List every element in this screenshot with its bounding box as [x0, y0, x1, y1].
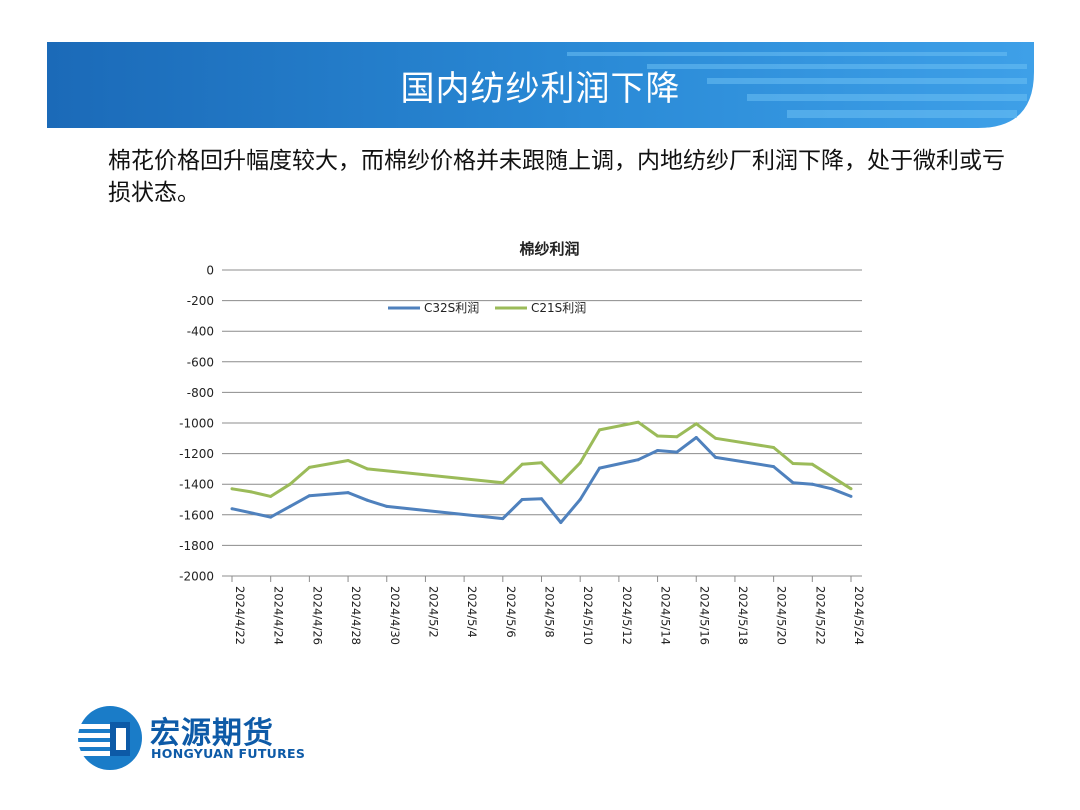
series-line-2 [231, 420, 852, 498]
data-point [714, 455, 718, 459]
brand-name-en: HONGYUAN FUTURES [151, 746, 306, 761]
profit-chart: 棉纱利润 0 -200 -400 -600 -800 -1000 -1200 -1400 -160… [179, 240, 866, 645]
x-tick-label: 2024/4/24 [272, 586, 286, 645]
data-point [540, 497, 543, 501]
y-tick-label: -200 [187, 294, 214, 308]
data-point [346, 491, 350, 495]
data-point [656, 449, 660, 452]
data-point [288, 504, 292, 508]
y-tick-label: -1600 [179, 508, 214, 522]
data-point [849, 494, 853, 498]
data-point [540, 461, 543, 465]
series-line-1 [231, 436, 852, 524]
x-tick-label: 2024/5/16 [697, 586, 711, 645]
y-tick-label: -1400 [179, 478, 214, 492]
data-point [307, 465, 311, 469]
x-tick-label: 2024/4/22 [233, 586, 247, 645]
y-tick-label: -1800 [179, 539, 214, 553]
data-point [810, 482, 814, 486]
data-point [365, 467, 369, 471]
title-banner [47, 42, 1034, 128]
data-point [307, 494, 311, 498]
x-tick-label: 2024/4/30 [388, 586, 402, 645]
data-point [675, 450, 679, 454]
hongyuan-logo-icon [78, 706, 142, 770]
data-point [598, 466, 601, 470]
data-point [501, 481, 505, 485]
data-point [656, 434, 660, 438]
x-tick-label: 2024/5/20 [775, 586, 789, 645]
data-point [269, 515, 273, 519]
brand-name-cn: 宏源期货 [150, 716, 274, 751]
data-point [578, 461, 582, 465]
x-tick-label: 2024/5/14 [659, 586, 673, 645]
data-point [830, 487, 834, 491]
chart-title: 棉纱利润 [519, 240, 579, 258]
data-point [714, 436, 718, 440]
data-point [694, 422, 698, 426]
data-point [772, 465, 776, 469]
y-tick-label: -1000 [179, 417, 214, 431]
data-point [385, 504, 389, 508]
x-tick-label: 2024/5/18 [736, 586, 750, 645]
x-tick-label: 2024/5/8 [543, 586, 557, 638]
data-point [675, 435, 679, 439]
data-point [269, 494, 273, 498]
x-tick-label: 2024/4/28 [349, 586, 363, 645]
data-point [578, 498, 582, 501]
data-point [365, 498, 369, 502]
x-tick-label: 2024/4/26 [310, 586, 324, 645]
y-tick-label: 0 [206, 264, 214, 278]
data-point [810, 462, 814, 466]
data-point [849, 487, 853, 491]
x-tick-label: 2024/5/10 [581, 586, 595, 645]
legend-label-2: C21S利润 [531, 301, 586, 315]
y-tick-label: -600 [187, 355, 214, 369]
y-tick-label: -400 [187, 325, 214, 339]
data-point [772, 446, 776, 449]
data-point [559, 481, 563, 485]
x-tick-label: 2024/5/24 [852, 586, 866, 645]
legend-label-1: C32S利润 [424, 301, 479, 315]
data-point [520, 498, 524, 501]
data-point [288, 482, 292, 486]
data-point [230, 507, 234, 511]
data-point [694, 436, 698, 439]
data-point [249, 490, 253, 494]
data-point [598, 428, 601, 432]
data-point [520, 462, 524, 466]
data-point [791, 462, 795, 465]
x-tick-label: 2024/5/22 [813, 586, 827, 645]
x-tick-label: 2024/5/2 [426, 586, 440, 638]
data-point [501, 517, 505, 521]
data-point [346, 459, 350, 462]
x-tick-label: 2024/5/12 [620, 586, 634, 645]
y-tick-label: -800 [187, 386, 214, 400]
data-point [230, 487, 234, 491]
data-point [636, 420, 640, 424]
y-tick-label: -1200 [179, 447, 214, 461]
slide-title: 国内纺纱利润下降 [400, 68, 681, 109]
body-text: 棉花价格回升幅度较大，而棉纱价格并未跟随上调，内地纺纱厂利润下降，处于微利或亏损… [108, 148, 1005, 206]
data-point [791, 481, 795, 485]
data-point [636, 458, 640, 462]
x-tick-label: 2024/5/6 [504, 586, 518, 638]
data-point [559, 521, 563, 524]
y-tick-label: -2000 [179, 570, 214, 584]
x-tick-label: 2024/5/4 [465, 586, 479, 638]
